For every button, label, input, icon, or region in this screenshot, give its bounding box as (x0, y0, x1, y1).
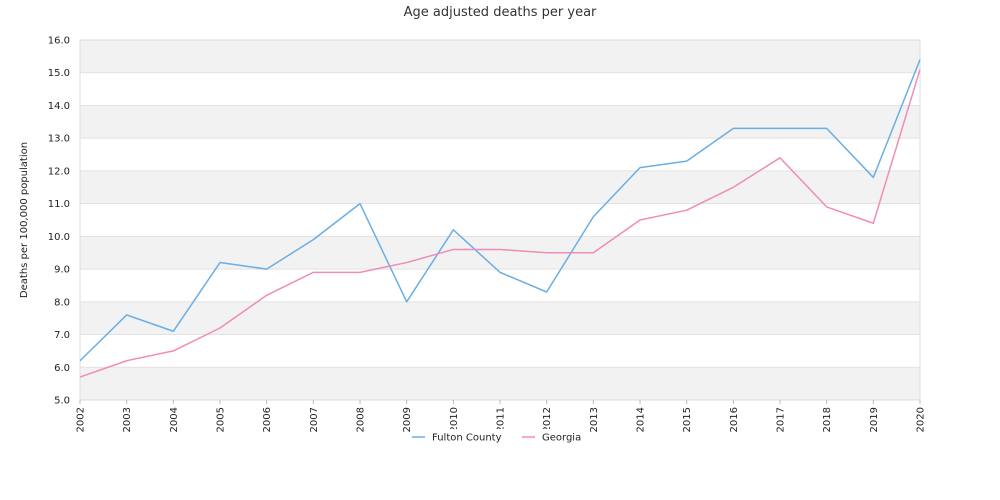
y-tick-label: 8.0 (54, 297, 70, 308)
grid-band (80, 236, 920, 270)
x-tick-label: 2007 (309, 407, 320, 432)
legend-label: Georgia (542, 433, 581, 444)
x-tick-label: 2003 (122, 407, 133, 432)
y-tick-label: 15.0 (48, 68, 70, 79)
y-tick-label: 6.0 (54, 363, 70, 374)
grid-band (80, 203, 920, 237)
grid-band (80, 72, 920, 106)
x-tick-label: 2016 (729, 407, 740, 432)
y-tick-label: 13.0 (48, 134, 70, 145)
grid-band (80, 269, 920, 302)
grid-band (80, 367, 920, 400)
grid-band (80, 40, 920, 73)
legend-label: Fulton County (432, 433, 502, 444)
x-tick-label: 2014 (636, 407, 647, 432)
grid-band (80, 334, 920, 368)
x-tick-label: 2011 (496, 407, 507, 432)
grid-band (80, 301, 920, 335)
x-tick-label: 2005 (216, 407, 227, 432)
y-tick-label: 12.0 (48, 166, 70, 177)
y-tick-label: 14.0 (48, 101, 70, 112)
x-tick-label: 2012 (542, 407, 553, 432)
y-tick-label: 9.0 (54, 265, 70, 276)
y-axis-label: Deaths per 100,000 population (19, 142, 30, 298)
grid-bands (80, 40, 920, 400)
series-lines (79, 59, 921, 378)
x-tick-label: 2013 (589, 407, 600, 432)
y-tick-label: 7.0 (54, 330, 70, 341)
chart-title: Age adjusted deaths per year (404, 5, 597, 20)
x-tick-label: 2002 (76, 407, 87, 432)
y-tick-label: 16.0 (48, 36, 70, 47)
y-tick-label: 11.0 (48, 199, 70, 210)
series-line (79, 69, 921, 378)
legend-bg (410, 429, 510, 444)
x-tick-label: 2004 (169, 407, 180, 432)
y-tick-label: 10.0 (48, 232, 70, 243)
grid-band (80, 105, 920, 139)
grid-band (80, 138, 920, 171)
x-tick-label: 2010 (449, 407, 460, 432)
x-tick-label: 2018 (822, 407, 833, 432)
x-axis-ticks: 2002 2003 2004 2005 2006 2007 2008 2009 2010 2011… (76, 400, 927, 432)
legend-bg (520, 429, 586, 444)
legend: Fulton County Georgia (410, 429, 586, 444)
series-line (79, 59, 921, 362)
x-tick-label: 2020 (916, 407, 927, 432)
y-tick-label: 5.0 (54, 396, 70, 407)
y-axis-ticks: 5.0 6.0 7.0 8.0 9.0 10.0 11.0 12.0 13.0 14.0 15.0 1… (48, 36, 70, 407)
x-tick-label: 2006 (262, 407, 273, 432)
x-tick-label: 2015 (682, 407, 693, 432)
x-tick-label: 2008 (356, 407, 367, 432)
x-tick-label: 2009 (402, 407, 413, 432)
grid-band (80, 170, 920, 204)
x-tick-label: 2017 (776, 407, 787, 432)
x-tick-label: 2019 (869, 407, 880, 432)
